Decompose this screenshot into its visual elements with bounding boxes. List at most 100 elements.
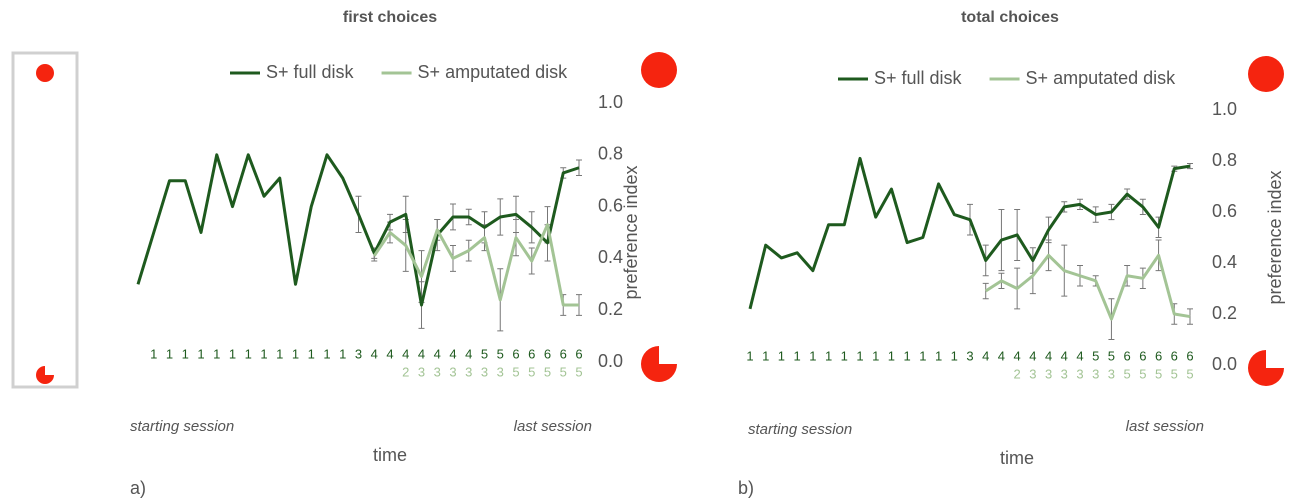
x-tick-label: 4 [1014, 348, 1021, 363]
x-tick-label-secondary: 3 [1076, 366, 1083, 381]
x-tick-label: 1 [260, 346, 267, 361]
x-tick-label-secondary: 3 [497, 364, 504, 379]
annotation: last session [1126, 418, 1204, 435]
x-tick-label-secondary: 5 [1139, 366, 1146, 381]
x-tick-label-secondary: 3 [481, 364, 488, 379]
series-line [984, 253, 1191, 321]
x-tick-label-secondary: 3 [1045, 366, 1052, 381]
x-tick-label: 3 [966, 348, 973, 363]
x-tick-label: 6 [1124, 348, 1131, 363]
x-tick-label-secondary: 5 [1124, 366, 1131, 381]
x-tick-label: 4 [1045, 348, 1052, 363]
x-tick-label: 1 [245, 346, 252, 361]
x-tick-label: 1 [339, 346, 346, 361]
y-tick-label: 0.4 [1212, 252, 1237, 272]
x-tick-label: 1 [888, 348, 895, 363]
x-tick-label-secondary: 5 [575, 364, 582, 379]
x-tick-label: 5 [1108, 348, 1115, 363]
x-tick-label-secondary: 3 [418, 364, 425, 379]
x-axis-label: time [373, 445, 407, 465]
chart-title: first choices [343, 9, 437, 26]
x-tick-label: 1 [229, 346, 236, 361]
amputated-disk-icon [1248, 350, 1284, 386]
x-tick-label: 1 [919, 348, 926, 363]
x-tick-label: 4 [1076, 348, 1083, 363]
x-tick-label: 1 [904, 348, 911, 363]
annotation: starting session [130, 418, 234, 435]
x-tick-label-secondary: 5 [1155, 366, 1162, 381]
x-tick-label: 6 [1155, 348, 1162, 363]
x-tick-label: 4 [386, 346, 393, 361]
error-bar [982, 282, 989, 300]
full-disk-icon [1248, 56, 1284, 92]
x-tick-label: 4 [998, 348, 1005, 363]
legend-label: S+ full disk [266, 62, 355, 82]
x-tick-label-secondary: 5 [1171, 366, 1178, 381]
x-tick-label: 6 [1171, 348, 1178, 363]
amputated-disk-icon [36, 366, 54, 384]
x-tick-label: 1 [825, 348, 832, 363]
x-tick-label: 1 [778, 348, 785, 363]
y-tick-label: 1.0 [1212, 99, 1237, 119]
x-tick-label-secondary: 3 [1092, 366, 1099, 381]
y-tick-label: 0.0 [598, 351, 623, 371]
y-tick-label: 0.6 [1212, 201, 1237, 221]
x-tick-label-secondary: 5 [560, 364, 567, 379]
x-tick-label: 1 [182, 346, 189, 361]
x-tick-label: 5 [481, 346, 488, 361]
x-tick-label: 1 [292, 346, 299, 361]
x-tick-label-secondary: 2 [402, 364, 409, 379]
full-disk-icon [641, 52, 677, 88]
annotation: starting session [748, 421, 852, 438]
legend-label: S+ amputated disk [1026, 68, 1177, 88]
x-tick-label: 6 [544, 346, 551, 361]
x-tick-label: 6 [1186, 348, 1193, 363]
x-tick-label: 5 [1092, 348, 1099, 363]
x-tick-label: 4 [465, 346, 472, 361]
x-tick-label: 1 [856, 348, 863, 363]
series-line [748, 156, 1191, 310]
x-tick-label-secondary: 3 [1061, 366, 1068, 381]
x-tick-label-secondary: 3 [1029, 366, 1036, 381]
chart-title: total choices [961, 9, 1059, 26]
x-tick-label: 6 [528, 346, 535, 361]
x-tick-label-secondary: 2 [1014, 366, 1021, 381]
x-tick-label-secondary: 5 [1186, 366, 1193, 381]
y-tick-label: 0.8 [598, 144, 623, 164]
x-tick-label: 1 [150, 346, 157, 361]
annotation: a) [130, 478, 146, 498]
arena-frame [11, 51, 79, 389]
series-line [373, 223, 579, 307]
x-tick-label-secondary: 5 [544, 364, 551, 379]
x-axis-label: time [1000, 448, 1034, 468]
y-axis-label: preference index [1265, 170, 1285, 304]
x-tick-label: 1 [276, 346, 283, 361]
x-tick-label: 1 [809, 348, 816, 363]
x-tick-label: 4 [449, 346, 456, 361]
x-tick-label: 1 [794, 348, 801, 363]
x-tick-label: 1 [951, 348, 958, 363]
y-tick-label: 0.8 [1212, 150, 1237, 170]
legend-label: S+ full disk [874, 68, 963, 88]
x-tick-label: 1 [308, 346, 315, 361]
x-tick-label: 6 [1139, 348, 1146, 363]
annotation: last session [514, 418, 592, 435]
x-tick-label: 4 [418, 346, 425, 361]
y-tick-label: 0.6 [598, 195, 623, 215]
y-tick-label: 0.2 [1212, 303, 1237, 323]
x-tick-label: 4 [1029, 348, 1036, 363]
y-tick-label: 0.2 [598, 299, 623, 319]
x-tick-label: 6 [512, 346, 519, 361]
series-line [136, 153, 580, 307]
annotation: b) [738, 478, 754, 498]
x-tick-label: 1 [197, 346, 204, 361]
x-tick-label: 6 [560, 346, 567, 361]
y-tick-label: 0.0 [1212, 354, 1237, 374]
amputated-disk-icon [641, 346, 677, 382]
x-tick-label-secondary: 5 [528, 364, 535, 379]
y-axis-label: preference index [621, 165, 641, 299]
x-tick-label-secondary: 5 [512, 364, 519, 379]
x-tick-label: 1 [323, 346, 330, 361]
x-tick-label: 4 [982, 348, 989, 363]
